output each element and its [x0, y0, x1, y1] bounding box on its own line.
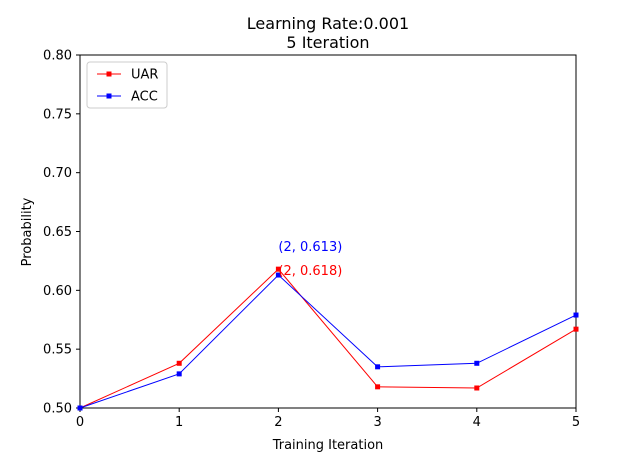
data-point-uar: [573, 326, 579, 332]
y-axis-label: Probability: [20, 197, 35, 266]
x-tick-label: 3: [373, 415, 381, 430]
data-point-acc: [176, 371, 182, 377]
chart-title-line-2: 5 Iteration: [286, 33, 369, 52]
y-tick-label: 0.60: [43, 284, 72, 299]
legend-marker-uar: [106, 71, 112, 77]
data-point-uar: [375, 384, 381, 390]
x-tick-label: 4: [473, 415, 481, 430]
data-point-acc: [474, 360, 480, 366]
data-point-uar: [176, 360, 182, 366]
data-point-acc: [275, 272, 281, 278]
chart-title-line-1: Learning Rate:0.001: [247, 14, 409, 33]
y-tick-label: 0.55: [43, 343, 72, 358]
legend-label-uar: UAR: [131, 68, 158, 83]
series-line-acc: [79, 274, 577, 409]
series-layer: [77, 266, 579, 411]
annotation-layer: (2, 0.613) (2, 0.618): [278, 240, 342, 279]
x-tick-label: 1: [175, 415, 183, 430]
data-point-acc: [573, 312, 579, 318]
y-tick-label: 0.50: [43, 402, 72, 417]
x-tick-label: 2: [274, 415, 282, 430]
x-tick-label: 5: [572, 415, 580, 430]
series-line-uar: [79, 268, 577, 409]
y-axis-ticks: 0.50 0.55 0.60 0.65 0.70 0.75 0.80: [43, 49, 80, 417]
x-axis-ticks: 0 1 2 3 4 5: [76, 408, 580, 430]
y-tick-label: 0.75: [43, 107, 72, 122]
x-axis-label: Training Iteration: [272, 438, 384, 453]
data-point-uar: [474, 385, 480, 391]
y-tick-label: 0.80: [43, 49, 72, 64]
legend-label-acc: ACC: [131, 90, 158, 105]
y-tick-label: 0.65: [43, 225, 72, 240]
data-point-acc: [77, 405, 83, 411]
data-annotation: (2, 0.618): [278, 264, 342, 279]
data-point-acc: [375, 364, 381, 370]
legend: UAR ACC: [86, 61, 168, 109]
x-tick-label: 0: [76, 415, 84, 430]
data-point-uar: [275, 266, 281, 272]
legend-marker-acc: [106, 93, 112, 99]
data-annotation: (2, 0.613): [278, 240, 342, 255]
y-tick-label: 0.70: [43, 166, 72, 181]
